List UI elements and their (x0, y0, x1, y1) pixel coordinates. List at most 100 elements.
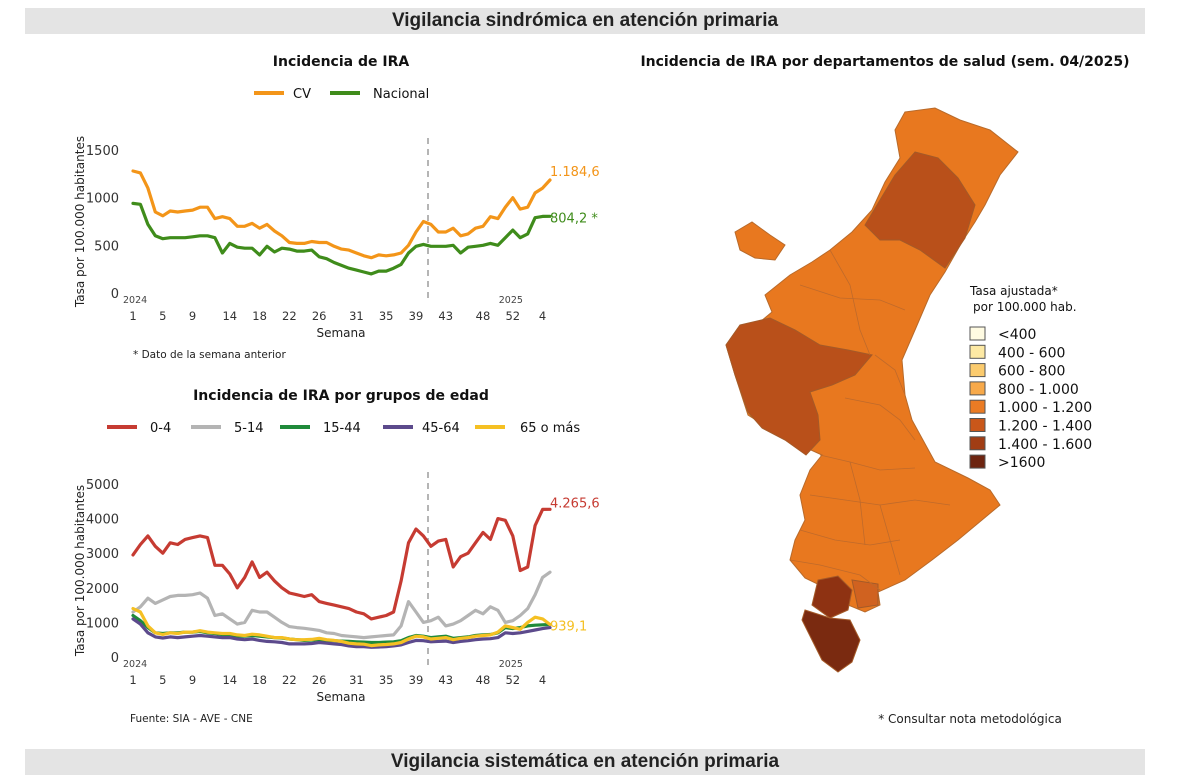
chart1-title: Incidencia de IRA (273, 54, 410, 70)
y-tick-label: 0 (111, 287, 119, 302)
x-tick-label: 35 (379, 309, 394, 323)
end-value-label: 1.184,6 (550, 165, 600, 180)
map-legend-swatch (969, 399, 986, 414)
year-label: 2024 (123, 295, 147, 306)
map-legend-swatch (969, 344, 986, 359)
x-tick-label: 14 (222, 309, 237, 323)
y-tick-label: 1000 (86, 616, 119, 631)
map-legend-swatch (969, 363, 986, 378)
map-title: Incidencia de IRA por departamentos de s… (640, 54, 1129, 70)
x-tick-label: 35 (379, 673, 394, 687)
y-tick-label: 4000 (86, 513, 119, 528)
y-tick-label: 5000 (86, 478, 119, 493)
x-tick-label: 39 (409, 309, 424, 323)
x-tick-label: 22 (282, 673, 297, 687)
map-legend-label: 800 - 1.000 (998, 382, 1079, 398)
map-legend-label: 400 - 600 (998, 345, 1065, 361)
y-axis-label: Tasa por 100.000 habitantes (73, 485, 87, 657)
series-line-5-14 (131, 570, 552, 640)
end-value-label: 804,2 * (550, 211, 598, 226)
series-line-65-o-más (131, 606, 552, 648)
y-tick-label: 500 (94, 239, 119, 254)
x-tick-label: 52 (505, 309, 520, 323)
map-legend-label: >1600 (998, 455, 1045, 471)
series-line-0-4 (131, 507, 552, 621)
map-dept-south-2 (851, 579, 879, 609)
x-tick-label: 43 (438, 309, 453, 323)
legend-label: 5-14 (234, 421, 264, 436)
map-legend-swatch (969, 326, 986, 341)
end-value-label: 4.265,6 (550, 496, 600, 511)
map-legend-swatch (969, 381, 986, 396)
x-tick-label: 1 (129, 309, 136, 323)
map-dept-west (725, 317, 873, 456)
map-legend-swatch (969, 436, 986, 451)
x-tick-label: 26 (312, 673, 327, 687)
map-legend-title-1: Tasa ajustada* (969, 284, 1058, 298)
legend-label: 65 o más (520, 421, 580, 436)
map-dept-north (864, 151, 976, 269)
y-axis-label: Tasa por 100.000 habitantes (73, 136, 87, 308)
x-tick-label: 9 (189, 673, 196, 687)
x-tick-label: 39 (409, 673, 424, 687)
map-legend: <400 400 - 600 600 - 800 800 - 1.000 1.000 -… (969, 326, 1092, 471)
y-tick-label: 1500 (86, 144, 119, 159)
map-legend-title-2: por 100.000 hab. (973, 300, 1077, 314)
x-tick-label: 14 (222, 673, 237, 687)
x-tick-label: 4 (539, 673, 546, 687)
legend-label: 45-64 (422, 421, 460, 436)
series-line-45-64 (131, 617, 552, 649)
x-tick-label: 31 (349, 673, 364, 687)
prev-week-note: * Dato de la semana anterior (133, 349, 286, 361)
year-label: 2024 (123, 659, 147, 670)
x-tick-label: 9 (189, 309, 196, 323)
legend-label: 0-4 (150, 421, 171, 436)
series-line-nacional (131, 201, 552, 276)
map-legend-label: 1.400 - 1.600 (998, 437, 1092, 453)
map-legend-label: 1.000 - 1.200 (998, 400, 1092, 416)
x-tick-label: 1 (129, 673, 136, 687)
x-tick-label: 18 (252, 309, 267, 323)
map-legend-label: <400 (998, 327, 1036, 343)
map-dept-south-1 (811, 575, 853, 619)
x-tick-label: 4 (539, 309, 546, 323)
end-value-label: 939,1 (550, 620, 587, 635)
x-tick-label: 31 (349, 309, 364, 323)
x-tick-label: 5 (159, 309, 166, 323)
x-tick-label: 18 (252, 673, 267, 687)
method-note: * Consultar nota metodológica (878, 712, 1062, 726)
map-legend-swatch (969, 454, 986, 469)
x-tick-label: 43 (438, 673, 453, 687)
y-tick-label: 3000 (86, 547, 119, 562)
bottom-banner: Vigilancia sistemática en atención prima… (25, 749, 1145, 775)
x-axis-label: Semana (316, 690, 365, 704)
region-map (725, 107, 1019, 673)
series-line-cv (131, 169, 552, 260)
y-tick-label: 0 (111, 651, 119, 666)
x-tick-label: 22 (282, 309, 297, 323)
legend-label: CV (293, 87, 311, 102)
source-note: Fuente: SIA - AVE - CNE (130, 713, 253, 725)
legend-label: 15-44 (323, 421, 361, 436)
map-legend-label: 1.200 - 1.400 (998, 419, 1092, 435)
y-tick-label: 1000 (86, 192, 119, 207)
year-label: 2025 (499, 659, 523, 670)
x-tick-label: 5 (159, 673, 166, 687)
map-legend-label: 600 - 800 (998, 364, 1065, 380)
x-tick-label: 48 (476, 673, 491, 687)
legend-label: Nacional (373, 87, 429, 102)
x-tick-label: 26 (312, 309, 327, 323)
map-legend-swatch (969, 418, 986, 432)
chart2-title: Incidencia de IRA por grupos de edad (193, 388, 489, 404)
x-tick-label: 48 (476, 309, 491, 323)
map-outline-enclave (734, 221, 786, 261)
y-tick-label: 2000 (86, 582, 119, 597)
map-borders (789, 249, 951, 591)
map-dept-south-3 (801, 609, 861, 673)
x-tick-label: 52 (505, 673, 520, 687)
x-axis-label: Semana (316, 326, 365, 340)
year-label: 2025 (499, 295, 523, 306)
